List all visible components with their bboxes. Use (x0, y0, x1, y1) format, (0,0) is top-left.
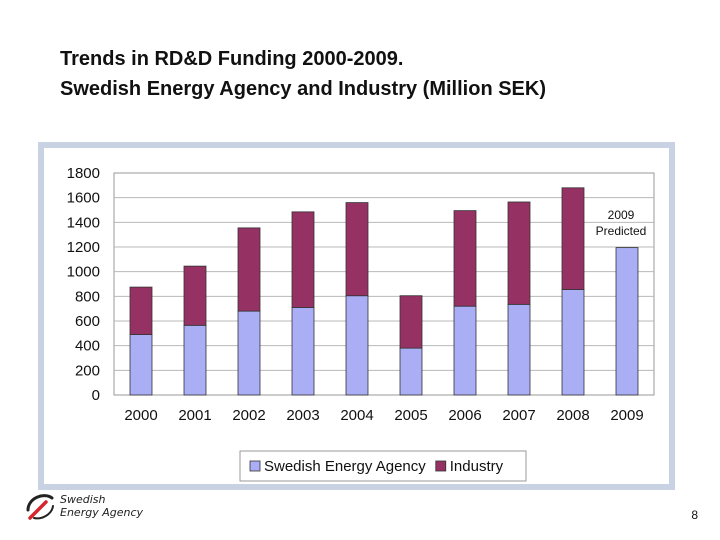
title-line-2: Swedish Energy Agency and Industry (Mill… (60, 78, 546, 100)
legend-label: Swedish Energy Agency (264, 458, 426, 475)
bar-swedish-energy-agency-2006 (453, 305, 477, 396)
legend-box (239, 450, 527, 482)
x-tick-label: 2009 (610, 407, 643, 424)
y-tick-label: 0 (92, 387, 100, 404)
chart-frame: 0 200 400 600 800 1000 1200 1400 1600 1800 2000 200… (38, 142, 675, 490)
title-line-1: Trends in RD&D Funding 2000-2009. (60, 48, 404, 70)
stacked-bar-chart: 0 200 400 600 800 1000 1200 1400 1600 1800 2000 200… (67, 165, 655, 482)
bar-swedish-energy-agency-2003 (291, 307, 315, 396)
y-tick-label: 1000 (67, 264, 100, 281)
y-tick-label: 1600 (67, 190, 100, 207)
bar-swedish-energy-agency-2002 (237, 310, 261, 396)
bar-industry-2006 (453, 210, 477, 307)
bar-industry-2004 (345, 202, 369, 297)
annotation-line: 2009 (608, 208, 635, 222)
logo-line-2: Energy Agency (60, 506, 144, 519)
chart-area: 0 200 400 600 800 1000 1200 1400 1600 1800 2000 200… (44, 148, 669, 484)
bar-swedish-energy-agency-2001 (183, 324, 207, 396)
y-tick-label: 800 (75, 288, 100, 305)
predicted-annotation: 2009 Predicted (596, 208, 647, 238)
logo-line-1: Swedish (60, 493, 106, 506)
bar-industry-2007 (507, 201, 531, 305)
y-tick-label: 200 (75, 362, 100, 379)
y-tick-label: 400 (75, 338, 100, 355)
x-tick-label: 2007 (502, 407, 535, 424)
bar-industry-2005 (399, 295, 423, 349)
y-tick-label: 1200 (67, 239, 100, 256)
x-tick-label: 2003 (286, 407, 319, 424)
x-tick-label: 2004 (340, 407, 373, 424)
bar-industry-2002 (237, 227, 261, 312)
logo-text: Swedish Energy Agency (60, 493, 143, 519)
bar-industry-2001 (183, 265, 207, 326)
bar-industry-2003 (291, 211, 315, 308)
bar-swedish-energy-agency-2005 (399, 347, 423, 396)
y-tick-label: 1800 (67, 165, 100, 182)
x-tick-label: 2008 (556, 407, 589, 424)
legend-swatch (249, 460, 261, 472)
bar-swedish-energy-agency-2007 (507, 303, 531, 396)
legend-swatch (435, 460, 447, 472)
annotation-line: Predicted (596, 224, 647, 238)
x-tick-label: 2001 (178, 407, 211, 424)
x-tick-label: 2006 (448, 407, 481, 424)
bar-industry-2008 (561, 187, 585, 290)
swedish-energy-agency-logo: Swedish Energy Agency (24, 490, 164, 526)
y-tick-label: 1400 (67, 214, 100, 231)
bar-swedish-energy-agency-2004 (345, 295, 369, 396)
x-tick-label: 2000 (124, 407, 157, 424)
slide-title: Trends in RD&D Funding 2000-2009. Swedis… (60, 44, 700, 104)
x-tick-label: 2005 (394, 407, 427, 424)
bar-swedish-energy-agency-2009 (615, 247, 639, 396)
page-number: 8 (691, 508, 698, 522)
bar-swedish-energy-agency-2000 (129, 334, 153, 396)
legend-label: Industry (450, 458, 504, 475)
bar-industry-2000 (129, 286, 153, 335)
bar-swedish-energy-agency-2008 (561, 289, 585, 396)
x-tick-label: 2002 (232, 407, 265, 424)
y-tick-label: 600 (75, 313, 100, 330)
logo-swoosh-icon (26, 494, 54, 520)
